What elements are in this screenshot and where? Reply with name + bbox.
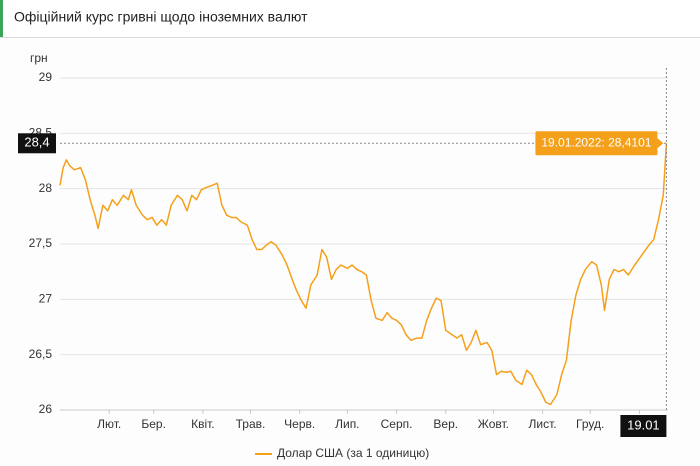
tooltip-text: 19.01.2022: 28,4101 — [541, 135, 651, 149]
chart-title: Офіційний курс гривні щодо іноземних вал… — [14, 9, 308, 25]
x-tick-label: Бер. — [141, 417, 166, 431]
x-hover-label: 19.01 — [627, 417, 660, 432]
x-tick-label: Трав. — [236, 417, 266, 431]
x-tick-label: Вер. — [433, 417, 458, 431]
y-tick-label: 28 — [39, 181, 53, 195]
x-hover-box — [620, 415, 667, 437]
x-tick-label: Жовт. — [478, 417, 509, 431]
x-tick-label: Черв. — [284, 417, 315, 431]
y-hover-label: 28,4 — [24, 135, 49, 150]
header-accent — [0, 0, 3, 37]
y-axis-label: грн — [30, 51, 48, 65]
x-tick-label: Лют. — [97, 417, 121, 431]
tooltip-arrow — [657, 138, 664, 149]
x-tick-label: Квіт. — [191, 417, 215, 431]
y-tick-label: 26 — [39, 402, 53, 416]
x-tick-label: Лист. — [529, 417, 557, 431]
x-tick-label: Лип. — [335, 417, 359, 431]
y-tick-label: 29 — [39, 70, 53, 84]
data-line — [59, 143, 668, 406]
x-tick-label: Серп. — [381, 417, 413, 431]
y-tick-label: 26,5 — [29, 347, 53, 361]
y-hover-box — [18, 133, 56, 154]
x-tick-label: Груд. — [576, 417, 604, 431]
tooltip-box — [535, 131, 658, 156]
y-tick-label: 27,5 — [29, 236, 53, 250]
legend-label: Долар США (за 1 одиницю) — [277, 446, 429, 460]
y-tick-label: 27 — [39, 292, 53, 306]
header — [0, 0, 700, 37]
